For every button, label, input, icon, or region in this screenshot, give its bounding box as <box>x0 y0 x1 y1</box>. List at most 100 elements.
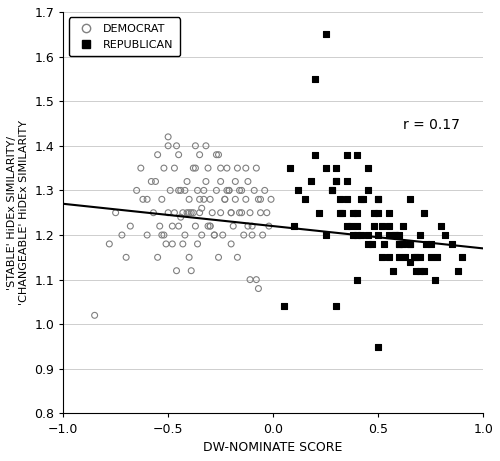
Point <box>400 222 407 230</box>
Point <box>200 195 208 203</box>
Point <box>148 178 156 185</box>
Point <box>328 187 336 194</box>
Point <box>200 187 208 194</box>
Point <box>353 276 361 284</box>
Point <box>170 209 178 216</box>
Point <box>322 165 330 172</box>
Point <box>300 195 308 203</box>
Point <box>174 187 182 194</box>
Point <box>179 209 187 216</box>
Point <box>112 209 120 216</box>
Point <box>342 195 350 203</box>
Point <box>225 187 233 194</box>
Point <box>176 213 184 221</box>
Point <box>360 195 368 203</box>
Point <box>196 195 203 203</box>
Point <box>106 240 114 248</box>
Point <box>216 209 224 216</box>
Point <box>118 231 126 239</box>
Point <box>168 222 176 230</box>
Point <box>210 231 218 239</box>
Point <box>150 209 158 216</box>
Point <box>225 187 233 194</box>
Point <box>122 254 130 261</box>
Point <box>242 195 250 203</box>
Point <box>192 222 200 230</box>
Point <box>338 209 346 216</box>
Point <box>202 142 210 149</box>
Point <box>416 231 424 239</box>
Point <box>280 303 287 310</box>
Point <box>254 285 262 292</box>
Point <box>353 231 361 239</box>
Point <box>265 222 273 230</box>
Point <box>143 231 151 239</box>
Point <box>426 254 434 261</box>
Point <box>374 195 382 203</box>
Point <box>232 178 239 185</box>
Point <box>406 258 413 266</box>
Point <box>168 240 176 248</box>
X-axis label: DW-NOMINATE SCORE: DW-NOMINATE SCORE <box>204 441 343 454</box>
Point <box>216 165 224 172</box>
Point <box>395 240 403 248</box>
Point <box>206 195 214 203</box>
Point <box>187 267 195 274</box>
Point <box>395 240 403 248</box>
Point <box>223 165 231 172</box>
Point <box>254 195 262 203</box>
Point <box>227 240 235 248</box>
Point <box>389 267 397 274</box>
Point <box>374 209 382 216</box>
Point <box>242 165 250 172</box>
Point <box>406 195 413 203</box>
Point <box>137 165 145 172</box>
Point <box>240 231 248 239</box>
Point <box>336 209 344 216</box>
Point <box>332 178 340 185</box>
Point <box>412 254 420 261</box>
Legend: DEMOCRAT, REPUBLICAN: DEMOCRAT, REPUBLICAN <box>68 18 180 56</box>
Point <box>316 209 324 216</box>
Point <box>198 205 205 212</box>
Point <box>166 187 174 194</box>
Point <box>364 240 372 248</box>
Point <box>374 231 382 239</box>
Text: r = 0.17: r = 0.17 <box>404 118 460 132</box>
Point <box>374 343 382 350</box>
Point <box>162 240 170 248</box>
Point <box>132 187 140 194</box>
Point <box>384 231 392 239</box>
Point <box>380 240 388 248</box>
Point <box>192 142 200 149</box>
Point <box>370 222 378 230</box>
Point <box>353 209 361 216</box>
Point <box>349 209 357 216</box>
Point <box>391 231 399 239</box>
Point <box>244 178 252 185</box>
Point <box>156 222 164 230</box>
Point <box>154 151 162 159</box>
Point <box>192 165 200 172</box>
Point <box>206 222 214 230</box>
Point <box>154 254 162 261</box>
Point <box>358 231 366 239</box>
Point <box>190 165 198 172</box>
Point <box>202 178 210 185</box>
Point <box>183 178 191 185</box>
Point <box>332 178 340 185</box>
Point <box>185 195 193 203</box>
Point <box>174 222 182 230</box>
Point <box>221 195 229 203</box>
Point <box>322 30 330 38</box>
Point <box>246 209 254 216</box>
Point <box>422 240 430 248</box>
Point <box>370 209 378 216</box>
Point <box>342 178 350 185</box>
Point <box>236 187 244 194</box>
Point <box>260 187 268 194</box>
Point <box>256 195 264 203</box>
Point <box>311 75 319 83</box>
Point <box>238 187 246 194</box>
Point <box>267 195 275 203</box>
